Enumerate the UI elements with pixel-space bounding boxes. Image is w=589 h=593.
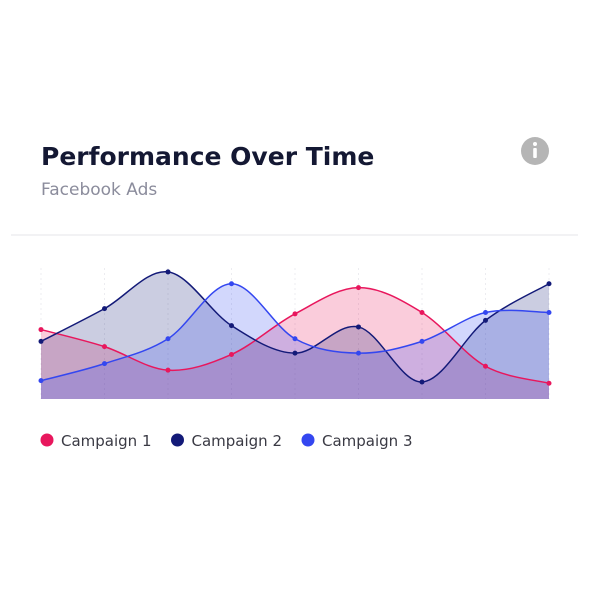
- point: [419, 310, 425, 316]
- point: [356, 350, 361, 356]
- point: [546, 281, 552, 287]
- point: [419, 338, 425, 344]
- point: [483, 310, 488, 316]
- point: [292, 336, 298, 342]
- point: [356, 285, 361, 291]
- point: [292, 311, 298, 317]
- info-bar: [533, 148, 537, 158]
- point: [229, 351, 234, 357]
- legend-swatch: [171, 433, 184, 447]
- legend-swatch: [301, 433, 315, 447]
- chart-subtitle: Facebook Ads: [41, 180, 157, 200]
- point: [102, 361, 107, 367]
- legend-label: Campaign 3: [322, 432, 413, 450]
- plot: [38, 268, 552, 399]
- legend: Campaign 1 Campaign 2 Campaign 3: [40, 432, 413, 450]
- point: [292, 350, 298, 356]
- point: [165, 336, 171, 342]
- point: [38, 338, 44, 344]
- point: [229, 323, 234, 329]
- legend-label: Campaign 1: [61, 432, 152, 450]
- chart-title: Performance Over Time: [41, 142, 374, 171]
- legend-label: Campaign 2: [192, 432, 283, 450]
- point: [38, 378, 44, 384]
- point: [419, 379, 425, 385]
- point: [229, 281, 234, 287]
- area: [41, 271, 549, 399]
- point: [546, 310, 552, 316]
- point: [102, 344, 107, 350]
- point: [483, 317, 488, 323]
- legend-swatch: [40, 433, 54, 447]
- point: [102, 306, 107, 312]
- point: [483, 363, 488, 369]
- point: [356, 324, 361, 330]
- point: [38, 327, 44, 333]
- info-dot: [533, 142, 537, 146]
- point: [165, 269, 171, 275]
- point: [165, 367, 171, 373]
- info-icon[interactable]: [521, 137, 549, 165]
- point: [546, 380, 552, 386]
